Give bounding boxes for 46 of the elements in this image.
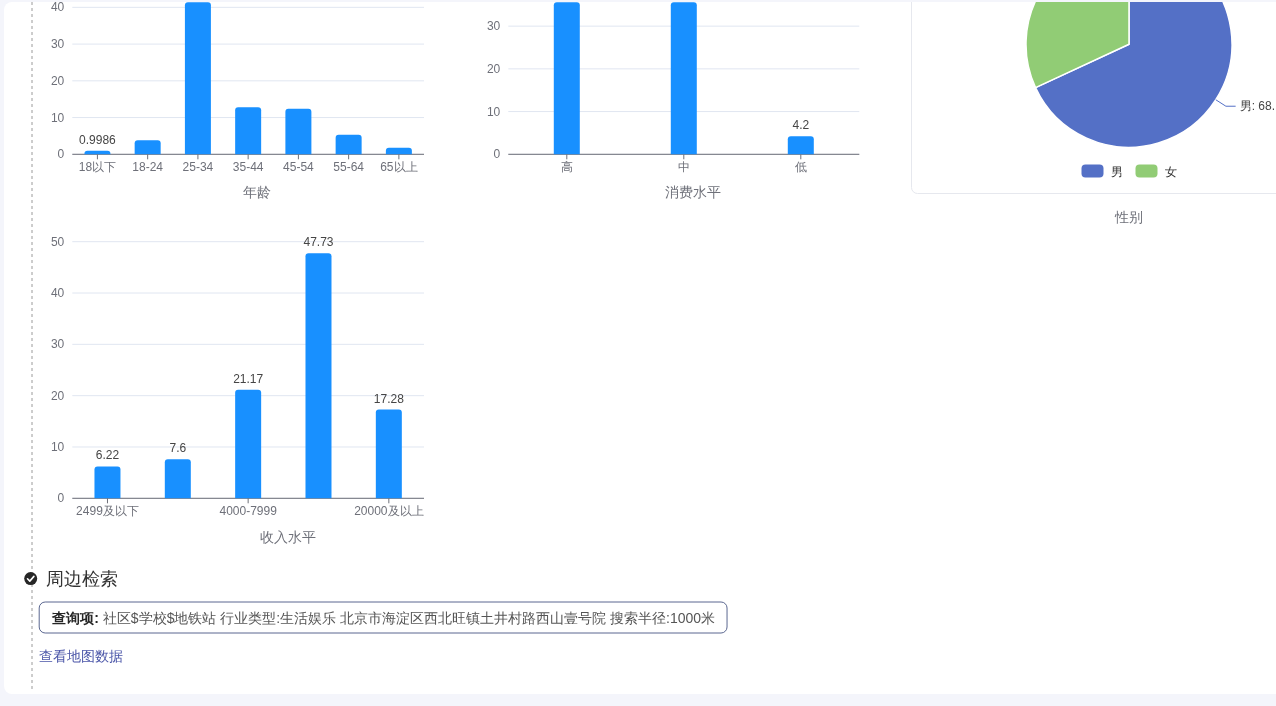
text: 性别 [1114,209,1143,225]
y-tick-label: 10 [486,104,501,119]
y-tick-label: 0 [57,491,65,506]
data-label: 0.9986 [79,132,117,147]
x-tick-label: 20000及以上 [354,504,424,518]
data-label: 17.28 [373,391,405,406]
x-axis-title: 消费水平 [665,184,722,200]
text: 周边检索 [46,569,118,589]
y-tick-label: 20 [50,388,65,403]
y-tick-label: 30 [486,19,501,34]
x-tick-label: 中 [677,160,690,174]
x-tick-label: 4000-7999 [219,504,278,518]
legend-label: 女 [1164,164,1177,179]
x-tick-label: 55-64 [333,160,365,174]
data-label: 21.17 [233,371,264,386]
x-tick-label: 18-24 [132,160,164,174]
data-label: 47.73 [303,235,334,250]
x-tick-label: 高 [560,160,573,174]
y-tick-label: 50 [50,234,65,249]
y-tick-label: 10 [50,439,65,454]
x-axis-title: 年龄 [242,184,271,200]
x-tick-label: 18以下 [78,160,117,174]
y-tick-label: 20 [486,61,501,76]
y-tick-label: 30 [50,337,65,352]
x-tick-label: 2499及以下 [76,504,139,518]
data-label: 男: 68. [1239,99,1275,114]
text: 查看地图数据 [39,647,124,664]
y-tick-label: 30 [50,37,65,52]
text: 社区$学校$地铁站 行业类型:生活娱乐 北京市海淀区西北旺镇土井村路西山壹号院 搜索半径:1000米 [102,609,716,626]
y-tick-label: 20 [50,73,65,88]
y-tick-label: 0 [493,147,501,162]
x-tick-label: 25-34 [182,160,214,174]
data-label: 6.22 [95,448,120,463]
legend-label: 男 [1110,164,1123,179]
x-tick-label: 45-54 [283,160,315,174]
y-tick-label: 40 [50,286,65,301]
y-tick-label: 0 [57,147,65,162]
text: 查询项: [51,609,99,626]
y-tick-label: 40 [50,0,65,15]
x-tick-label: 35-44 [232,160,264,174]
x-tick-label: 65以上 [380,160,418,174]
data-label: 4.2 [792,118,810,133]
x-axis-title: 收入水平 [260,529,317,545]
data-label: 7.6 [169,441,187,456]
y-tick-label: 10 [50,110,65,125]
x-tick-label: 低 [794,160,807,174]
